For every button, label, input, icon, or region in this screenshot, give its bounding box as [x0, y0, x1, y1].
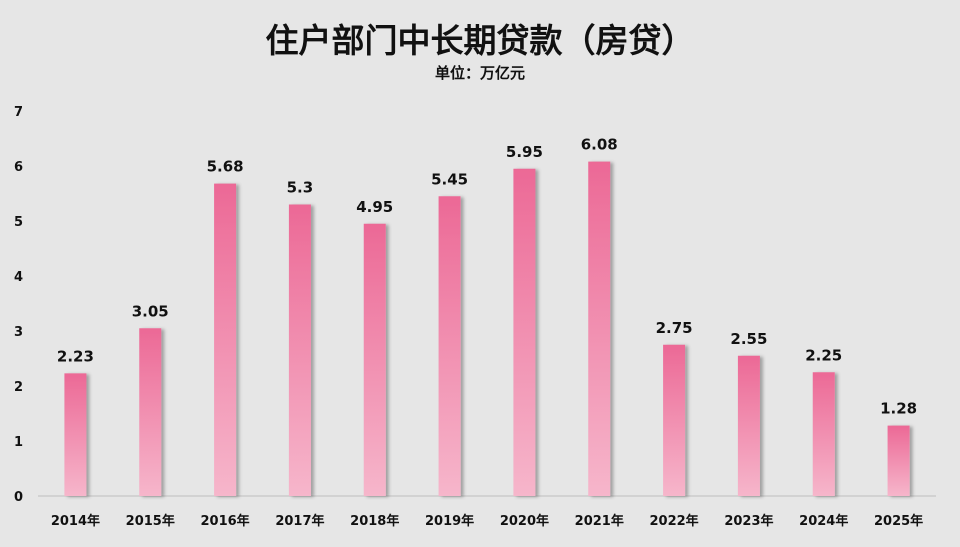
x-tick-label: 2014年: [51, 513, 100, 529]
data-label: 5.68: [207, 158, 244, 176]
data-label: 5.3: [287, 179, 314, 197]
x-tick-label: 2022年: [649, 513, 698, 529]
bar: [438, 196, 461, 496]
y-tick-label: 3: [14, 325, 23, 340]
chart-title: 住户部门中长期贷款（房贷）: [265, 21, 695, 60]
bar: [363, 223, 386, 496]
y-tick-label: 7: [14, 105, 23, 120]
x-tick-label: 2023年: [724, 513, 773, 529]
y-tick-label: 5: [14, 215, 23, 230]
data-label: 2.25: [805, 346, 842, 364]
x-tick-label: 2016年: [200, 513, 249, 529]
y-tick-label: 6: [14, 160, 23, 175]
x-tick-label: 2019年: [425, 513, 474, 529]
x-axis: 2014年 2015年 2016年 2017年 2018年 2019年 2020年 2021年…: [51, 513, 923, 529]
y-axis: 0 1 2 3 4 5 6 7: [14, 105, 23, 505]
chart-subtitle: 单位：万亿元: [434, 64, 525, 82]
data-label: 5.95: [506, 143, 543, 161]
y-tick-label: 2: [14, 380, 23, 395]
bar: [887, 425, 910, 496]
bar: [64, 373, 87, 496]
x-tick-label: 2017年: [275, 513, 324, 529]
y-tick-label: 0: [14, 490, 23, 505]
bar: [663, 344, 686, 496]
bar: [737, 355, 760, 496]
data-label: 1.28: [880, 400, 917, 418]
bar: [588, 161, 611, 496]
x-tick-label: 2025年: [874, 513, 923, 529]
data-label: 2.75: [656, 319, 693, 337]
data-label: 3.05: [132, 302, 169, 320]
x-tick-label: 2024年: [799, 513, 848, 529]
x-tick-label: 2021年: [575, 513, 624, 529]
y-tick-label: 4: [14, 270, 23, 285]
bar: [214, 183, 237, 496]
data-label: 2.55: [730, 330, 767, 348]
data-label: 2.23: [57, 347, 94, 365]
data-label: 6.08: [581, 136, 618, 154]
x-tick-label: 2018年: [350, 513, 399, 529]
bar: [812, 372, 835, 496]
bar: [139, 328, 162, 496]
y-tick-label: 1: [14, 435, 23, 450]
data-label: 4.95: [356, 198, 393, 216]
data-label: 5.45: [431, 170, 468, 188]
bar: [288, 204, 311, 496]
x-tick-label: 2015年: [126, 513, 175, 529]
data-labels: 2.23 3.05 5.68 5.3 4.95 5.45 5.95 6.08 2.75 2.55 2…: [57, 136, 917, 418]
bars: [64, 161, 910, 496]
x-tick-label: 2020年: [500, 513, 549, 529]
bar: [513, 168, 536, 496]
